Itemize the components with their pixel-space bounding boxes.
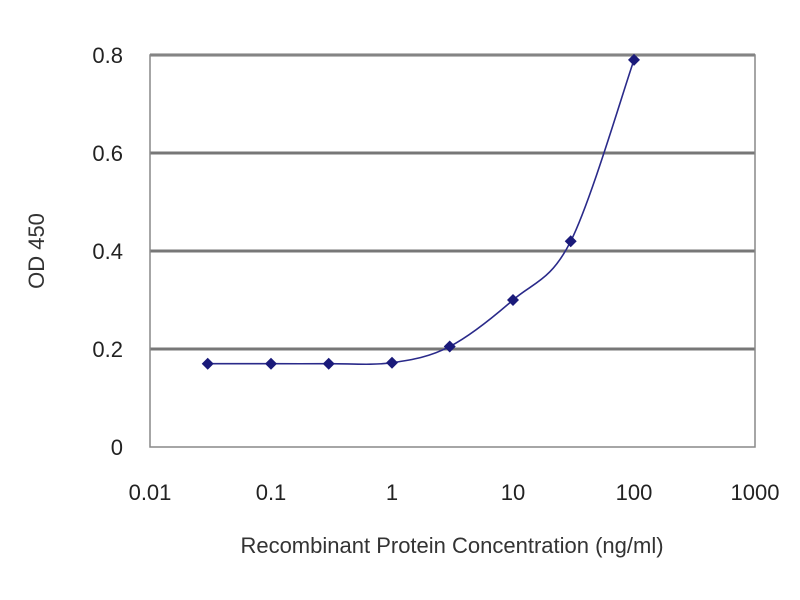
data-point [386, 356, 398, 369]
x-tick-label: 10 [501, 480, 525, 505]
x-tick-label: 1000 [731, 480, 780, 505]
x-tick-label: 1 [386, 480, 398, 505]
data-point [201, 357, 214, 370]
x-tick-label: 0.1 [256, 480, 287, 505]
y-axis-label: OD 450 [24, 213, 49, 289]
x-axis-label: Recombinant Protein Concentration (ng/ml… [240, 533, 663, 558]
data-point [265, 357, 277, 370]
data-point [443, 340, 456, 353]
plot-area [149, 54, 756, 448]
y-tick-label: 0.8 [92, 43, 123, 68]
y-tick-label: 0.4 [92, 239, 123, 264]
x-tick-label: 0.01 [129, 480, 172, 505]
data-point [322, 357, 335, 370]
y-tick-label: 0 [111, 435, 123, 460]
data-point [628, 53, 640, 66]
y-tick-label: 0.6 [92, 141, 123, 166]
y-tick-label: 0.2 [92, 337, 123, 362]
series-line [207, 59, 635, 366]
x-tick-label: 100 [616, 480, 653, 505]
data-point [507, 294, 519, 306]
data-point [564, 235, 577, 248]
